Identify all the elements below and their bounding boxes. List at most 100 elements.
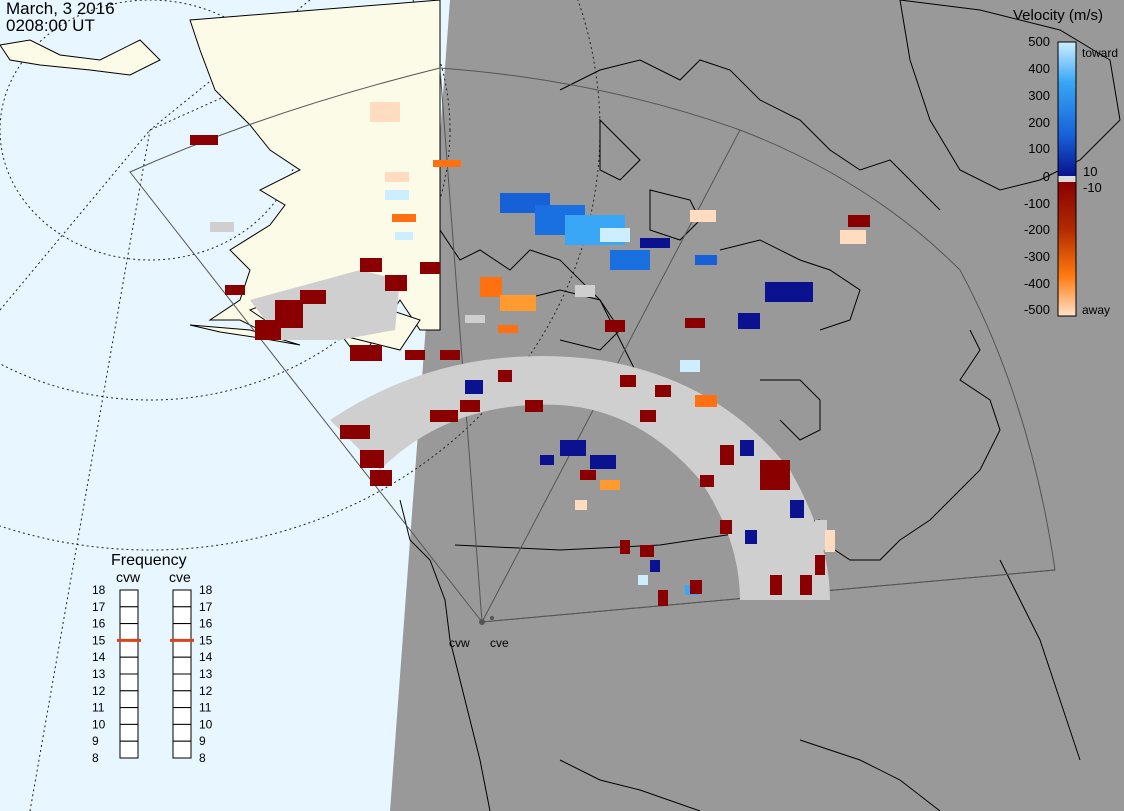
frequency-cell (119, 639, 139, 658)
colorbar-away-segment (1058, 182, 1076, 316)
velocity-cell (658, 590, 668, 606)
frequency-scale-label: 13 (92, 667, 106, 681)
colorbar-tick: 400 (1028, 61, 1050, 76)
frequency-scale-label: 18 (92, 583, 106, 597)
frequency-scale-label: 8 (92, 751, 99, 765)
frequency-cell (119, 589, 139, 608)
colorbar-tick: -100 (1024, 196, 1050, 211)
colorbar-tick: -200 (1024, 222, 1050, 237)
velocity-cell (765, 282, 813, 302)
velocity-cell (480, 277, 502, 297)
velocity-cell (360, 258, 382, 272)
frequency-columns (119, 589, 192, 759)
frequency-scale-label: 13 (199, 667, 213, 681)
velocity-cell (650, 560, 660, 572)
velocity-cell (465, 315, 485, 323)
velocity-cell (690, 580, 702, 594)
colorbar-tick: -300 (1024, 249, 1050, 264)
velocity-cell (738, 313, 760, 329)
colorbar-title: Velocity (m/s) (1013, 7, 1103, 24)
velocity-cell (420, 262, 440, 274)
velocity-cell (350, 345, 382, 361)
velocity-cell (540, 455, 554, 465)
frequency-cell (172, 606, 192, 625)
velocity-cell (385, 172, 409, 182)
frequency-cell (119, 740, 139, 759)
frequency-cell (119, 723, 139, 742)
colorbar-tick-plus10: 10 (1083, 164, 1097, 179)
colorbar-tick-minus10: -10 (1083, 180, 1102, 195)
velocity-cell (340, 425, 370, 439)
velocity-cell (655, 385, 671, 397)
colorbar-tick: 200 (1028, 115, 1050, 130)
date-label: March, 3 2016 (6, 0, 115, 18)
velocity-cell (610, 250, 650, 270)
frequency-cell (119, 707, 139, 725)
velocity-cell (720, 520, 732, 534)
velocity-cells (190, 102, 870, 606)
velocity-cell (640, 410, 656, 422)
velocity-cell (210, 222, 234, 232)
velocity-cell (385, 275, 407, 291)
velocity-cell (525, 400, 543, 412)
frequency-cell (172, 623, 192, 641)
velocity-cell (638, 575, 648, 585)
frequency-radar-label-cve: cve (169, 569, 191, 585)
frequency-scale-label: 12 (199, 684, 213, 698)
velocity-cell (465, 380, 483, 394)
velocity-cell (440, 350, 460, 360)
velocity-cell (620, 540, 630, 554)
frequency-cell (119, 606, 139, 625)
colorbar-tick: 100 (1028, 141, 1050, 156)
velocity-cell (190, 135, 218, 145)
frequency-scale-label: 16 (199, 617, 213, 631)
velocity-cell (430, 410, 458, 422)
frequency-title: Frequency (111, 552, 187, 569)
frequency-cell (172, 673, 192, 692)
frequency-cell (119, 673, 139, 692)
velocity-cell (695, 255, 717, 265)
velocity-cell (620, 375, 636, 387)
velocity-cell (825, 530, 835, 552)
colorbar-tick: 300 (1028, 88, 1050, 103)
frequency-scale-label: 11 (199, 701, 212, 715)
velocity-cell (690, 210, 716, 222)
frequency-cell (172, 723, 192, 742)
frequency-panel: Frequency cvw cve 1817161514131211109818… (92, 552, 213, 765)
frequency-cell (172, 740, 192, 759)
velocity-cell (370, 470, 392, 486)
frequency-cell (172, 690, 192, 709)
frequency-scale-label: 9 (92, 734, 99, 748)
velocity-cell (848, 215, 870, 227)
velocity-cell (395, 232, 413, 240)
velocity-cell (575, 285, 595, 297)
colorbar-tick: -400 (1024, 276, 1050, 291)
colorbar-toward-segment (1058, 42, 1076, 176)
velocity-cell (745, 530, 757, 544)
time-label: 0208:00 UT (6, 16, 95, 35)
velocity-cell (575, 500, 587, 510)
velocity-cell (800, 575, 812, 595)
frequency-radar-label-cvw: cvw (116, 569, 141, 585)
colorbar-away-label: away (1082, 303, 1110, 317)
frequency-scale-label: 11 (92, 701, 105, 715)
frequency-cell (172, 639, 192, 658)
velocity-cell (600, 228, 630, 242)
radar-site-markers (479, 616, 494, 625)
velocity-cell (685, 318, 705, 328)
frequency-scale-label: 18 (199, 583, 213, 597)
velocity-cell (640, 238, 670, 248)
frequency-cell (119, 623, 139, 641)
velocity-cell (498, 370, 512, 382)
velocity-cell (640, 545, 654, 557)
frequency-scale-label: 12 (92, 684, 106, 698)
frequency-cell (119, 656, 139, 675)
velocity-cell (225, 285, 245, 295)
velocity-cell (600, 480, 620, 490)
frequency-scale-label: 17 (92, 600, 106, 614)
velocity-cell (360, 450, 384, 468)
frequency-cell (172, 707, 192, 725)
velocity-cell (720, 445, 734, 465)
frequency-scale-label: 16 (92, 617, 106, 631)
